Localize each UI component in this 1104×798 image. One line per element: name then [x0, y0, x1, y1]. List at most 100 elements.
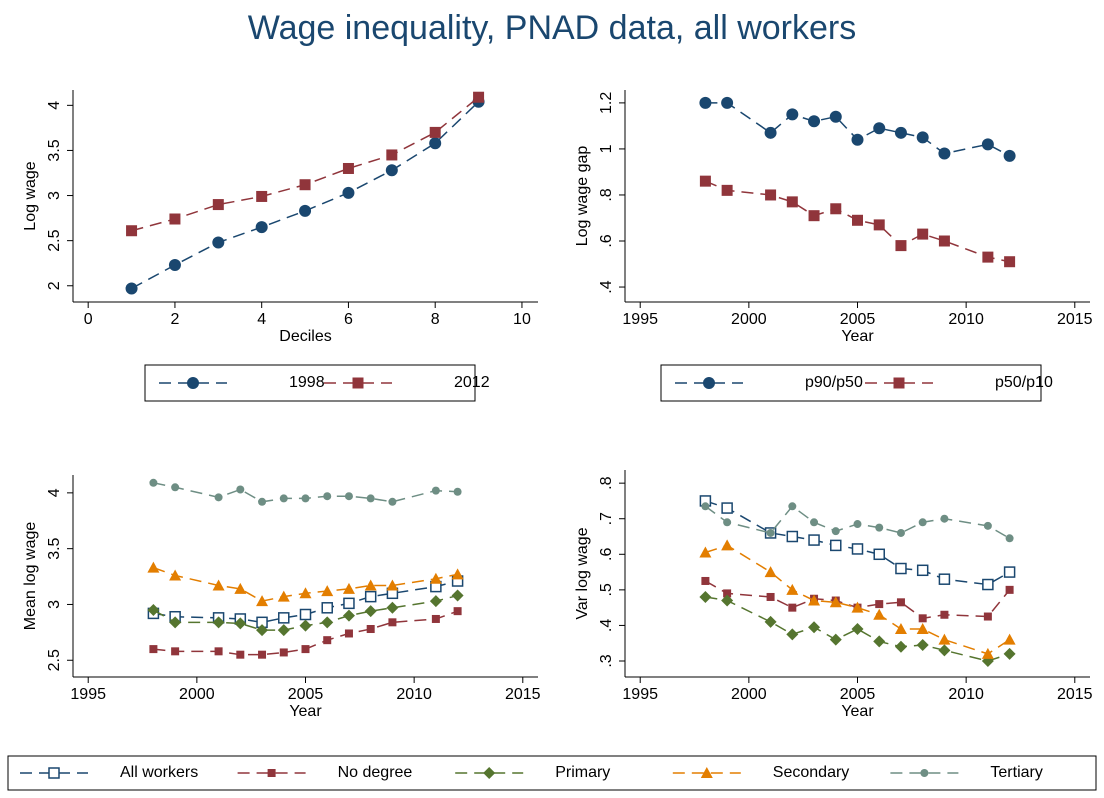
y-tick-label: 3	[46, 191, 63, 200]
marker	[810, 518, 819, 527]
marker	[938, 235, 950, 247]
marker	[431, 614, 440, 623]
y-tick-label: .4	[598, 280, 615, 293]
x-axis-title: Deciles	[279, 328, 331, 345]
marker	[1004, 256, 1016, 268]
y-tick-label: 1	[598, 144, 615, 153]
marker	[301, 645, 310, 654]
legend-label: 1998	[289, 374, 325, 391]
marker	[851, 543, 864, 555]
x-tick-label: 2	[170, 311, 179, 328]
y-tick-label: 4	[46, 488, 63, 497]
marker	[212, 616, 225, 629]
marker	[788, 603, 797, 612]
marker	[299, 179, 311, 191]
marker	[214, 493, 223, 502]
marker	[299, 587, 312, 599]
legend-label: 2012	[454, 374, 490, 391]
marker	[916, 638, 929, 651]
marker	[894, 622, 907, 634]
marker	[366, 494, 375, 503]
marker	[808, 594, 821, 606]
x-tick-label: 1995	[622, 311, 658, 328]
marker	[279, 648, 288, 657]
marker	[701, 502, 710, 511]
marker	[916, 131, 929, 144]
marker	[831, 527, 840, 536]
y-tick-label: 3.5	[46, 139, 63, 161]
marker	[894, 126, 907, 139]
marker	[981, 647, 994, 659]
marker	[938, 633, 951, 645]
marker	[451, 589, 464, 602]
marker	[830, 203, 842, 215]
marker	[1003, 566, 1016, 578]
marker	[169, 213, 181, 225]
marker	[256, 595, 269, 607]
y-tick-label: .4	[598, 619, 615, 632]
marker	[1005, 585, 1014, 594]
marker	[453, 487, 462, 496]
marker	[212, 236, 225, 249]
marker	[982, 251, 994, 263]
marker	[342, 162, 354, 174]
x-tick-label: 2000	[731, 311, 767, 328]
marker	[299, 204, 312, 217]
marker	[873, 122, 886, 135]
marker	[147, 561, 160, 573]
marker	[299, 608, 312, 621]
marker	[429, 595, 442, 608]
marker	[829, 596, 842, 608]
marker	[429, 126, 441, 138]
marker	[808, 115, 821, 128]
y-tick-label: 2.5	[46, 229, 63, 251]
y-tick-label: .8	[598, 188, 615, 201]
marker	[431, 486, 440, 495]
marker	[429, 572, 442, 584]
marker	[168, 259, 181, 272]
marker	[147, 604, 160, 617]
y-axis-title: Log wage gap	[574, 146, 591, 247]
y-tick-label: .3	[598, 654, 615, 667]
y-tick-label: 4	[46, 101, 63, 110]
legend-label: Primary	[555, 764, 610, 781]
marker	[940, 610, 949, 619]
marker	[212, 579, 225, 591]
marker	[323, 636, 332, 645]
marker	[299, 619, 312, 632]
marker	[699, 96, 712, 109]
marker	[388, 618, 397, 627]
marker	[364, 605, 377, 618]
y-tick-label: 3.5	[46, 537, 63, 559]
marker	[829, 110, 842, 123]
marker	[321, 602, 333, 614]
marker	[234, 617, 247, 630]
marker	[873, 608, 886, 620]
marker	[388, 497, 397, 506]
legend-label: No degree	[338, 764, 413, 781]
marker	[830, 539, 842, 552]
marker	[723, 589, 732, 598]
marker	[126, 225, 138, 237]
marker	[764, 615, 777, 628]
marker	[983, 612, 992, 621]
x-tick-label: 2015	[1057, 686, 1093, 703]
marker	[896, 528, 905, 537]
legend-label: p90/p50	[805, 374, 863, 391]
marker	[321, 585, 334, 597]
marker	[171, 647, 180, 656]
marker	[301, 494, 310, 503]
marker	[786, 583, 799, 595]
marker	[212, 199, 224, 211]
marker	[851, 622, 864, 635]
marker	[323, 492, 332, 501]
x-tick-label: 2005	[288, 686, 324, 703]
marker	[852, 214, 863, 226]
marker	[853, 520, 862, 529]
marker	[386, 601, 399, 614]
marker	[766, 592, 775, 601]
marker	[916, 622, 929, 634]
marker	[851, 601, 864, 613]
marker	[258, 497, 267, 506]
marker	[894, 640, 907, 653]
